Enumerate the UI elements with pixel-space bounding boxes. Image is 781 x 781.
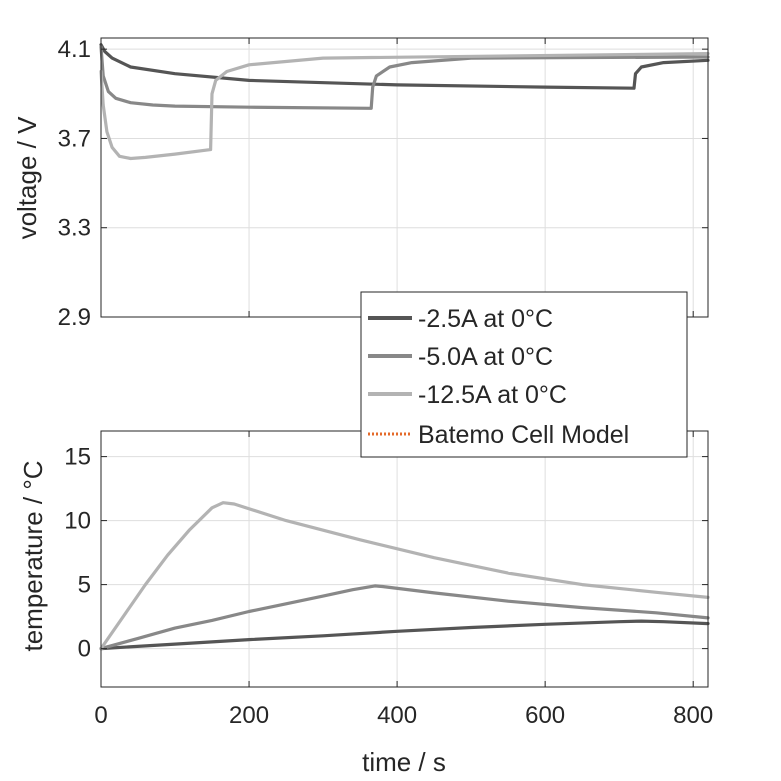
legend-box bbox=[360, 291, 688, 458]
y-tick-label: 3.3 bbox=[58, 215, 91, 242]
temperature-axis-label: temperature / °C bbox=[18, 460, 48, 651]
series-line bbox=[99, 45, 710, 110]
legend-label: -2.5A at 0°C bbox=[418, 305, 553, 333]
x-tick-label: 600 bbox=[525, 702, 565, 729]
x-tick-label: 400 bbox=[377, 702, 417, 729]
legend-item: -5.0A at 0°C bbox=[368, 343, 553, 371]
temperature-panel: 0 5 10 15 0 200 400 600 800 temperature / °C tim… bbox=[18, 430, 713, 777]
voltage-axis-label: voltage / V bbox=[12, 116, 42, 240]
x-tick-label: 800 bbox=[673, 702, 713, 729]
legend-item: Batemo Cell Model bbox=[368, 421, 629, 449]
series-line bbox=[99, 51, 710, 161]
time-axis-label: time / s bbox=[362, 747, 446, 777]
y-tick-label: 0 bbox=[78, 636, 91, 663]
legend-item: -12.5A at 0°C bbox=[368, 381, 567, 409]
y-tick-label: 4.1 bbox=[58, 36, 91, 63]
y-tick-label: 3.7 bbox=[58, 125, 91, 152]
legend-label: Batemo Cell Model bbox=[418, 421, 629, 449]
x-tick-label: 200 bbox=[229, 702, 269, 729]
y-tick-label: 15 bbox=[64, 444, 91, 471]
series-line bbox=[99, 501, 710, 651]
voltage-panel: 2.9 3.3 3.7 4.1 voltage / V bbox=[12, 36, 710, 331]
series-line bbox=[99, 584, 710, 651]
x-tick-label: 0 bbox=[94, 702, 107, 729]
legend: -2.5A at 0°C -5.0A at 0°C -12.5A at 0°C … bbox=[360, 291, 688, 458]
y-tick-label: 10 bbox=[64, 508, 91, 535]
y-tick-label: 5 bbox=[78, 572, 91, 599]
legend-label: -12.5A at 0°C bbox=[418, 381, 567, 409]
series-line bbox=[99, 619, 710, 651]
legend-label: -5.0A at 0°C bbox=[418, 343, 553, 371]
legend-item: -2.5A at 0°C bbox=[368, 305, 553, 333]
y-tick-label: 2.9 bbox=[58, 304, 91, 331]
series-line bbox=[99, 43, 710, 90]
